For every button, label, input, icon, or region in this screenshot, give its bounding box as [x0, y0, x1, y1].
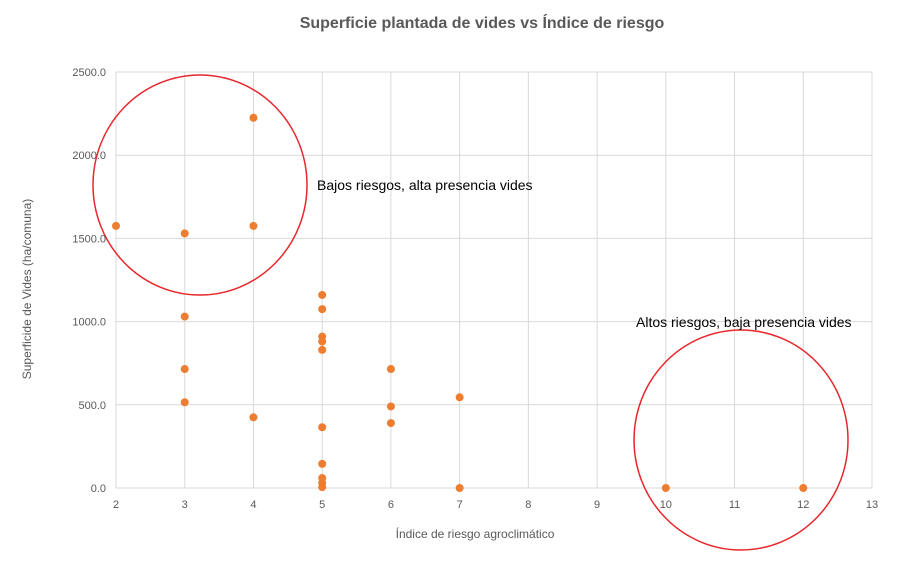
y-axis-ticks: 0.0 500.0 1000.0 1500.0 2000.0 2500.0: [72, 67, 106, 495]
data-point: [455, 484, 464, 492]
x-tick-label: 7: [457, 499, 463, 511]
gridlines: [115, 71, 873, 489]
data-point: [180, 312, 189, 321]
data-point: [318, 290, 327, 299]
annotation-low-risk: Bajos riesgos, alta presencia vides: [317, 177, 533, 193]
data-point: [318, 423, 327, 432]
x-tick-label: 4: [250, 499, 256, 511]
data-point: [386, 419, 395, 428]
annotation-high-risk: Altos riesgos, baja presencia vides: [636, 314, 852, 330]
x-tick-label: 12: [797, 499, 809, 511]
data-point: [318, 459, 327, 468]
data-point: [318, 305, 327, 314]
y-tick-label: 1500.0: [72, 233, 106, 245]
x-tick-label: 8: [525, 499, 531, 511]
x-tick-label: 5: [319, 499, 325, 511]
data-point: [661, 484, 670, 492]
data-point: [386, 402, 395, 411]
data-point: [318, 483, 327, 492]
data-point: [799, 484, 808, 492]
x-axis-ticks: 2 3 4 5 6 7 8 9 10 11 12 13: [113, 499, 878, 511]
x-tick-label: 13: [866, 499, 878, 511]
data-point: [318, 337, 327, 346]
data-point: [318, 345, 327, 354]
data-point: [249, 113, 258, 122]
y-tick-label: 0.0: [91, 483, 106, 495]
annotation-circles: [92, 74, 849, 551]
y-tick-label: 1000.0: [72, 317, 106, 329]
y-tick-label: 2000.0: [72, 150, 106, 162]
data-point: [249, 221, 258, 230]
x-axis-label: Índice de riesgo agroclimático: [396, 526, 555, 541]
x-tick-label: 9: [594, 499, 600, 511]
x-tick-label: 11: [729, 499, 740, 511]
y-tick-label: 500.0: [78, 400, 106, 412]
data-point: [180, 398, 189, 407]
chart-title: Superficie plantada de vides vs Índice d…: [300, 13, 665, 32]
x-tick-label: 3: [182, 499, 188, 511]
x-tick-label: 10: [660, 499, 672, 511]
y-tick-label: 2500.0: [72, 67, 106, 79]
data-point: [455, 393, 464, 402]
x-tick-label: 2: [113, 499, 119, 511]
data-points: [112, 113, 808, 492]
data-point: [180, 365, 189, 374]
y-axis-label: Superficide de Vides (ha/comuna): [20, 199, 34, 380]
data-point: [386, 365, 395, 374]
annotation-circle-high-risk: [633, 329, 849, 551]
data-point: [249, 413, 258, 422]
annotation-circle-low-risk: [92, 74, 308, 296]
data-point: [112, 221, 120, 230]
data-point: [180, 229, 189, 238]
x-tick-label: 6: [388, 499, 394, 511]
